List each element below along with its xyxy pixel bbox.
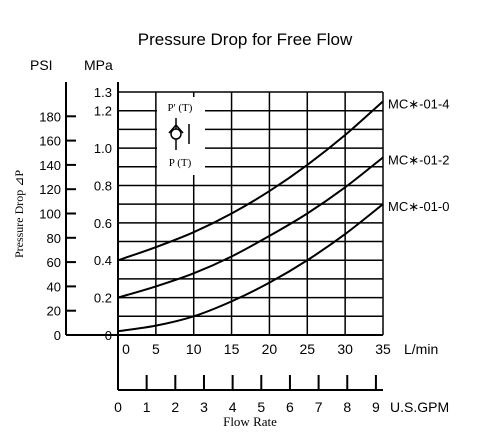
axes (65, 82, 383, 391)
psi-unit-label: PSI (30, 57, 53, 73)
valve-seat-icon (168, 123, 184, 134)
gpm-tick-label: 7 (315, 399, 323, 415)
x-axis-label: Flow Rate (223, 414, 277, 429)
psi-tick-label: 160 (39, 134, 61, 149)
mpa-tick-label: 1.2 (94, 104, 112, 119)
psi-tick-label: 40 (47, 279, 61, 294)
gpm-tick-label: 1 (143, 399, 151, 415)
chart-title: Pressure Drop for Free Flow (138, 30, 353, 49)
tick-labels: L/min U.S.GPM 1801601401201008060402001.… (39, 85, 449, 415)
psi-tick-label: 140 (39, 158, 61, 173)
y-axis-label: Pressure Drop ⊿P (12, 170, 26, 258)
grid (118, 91, 384, 335)
series-line (117, 203, 384, 333)
series-label: MC∗-01-0 (388, 199, 449, 214)
symbol-label-bottom: P (T) (169, 157, 192, 169)
gpm-tick-label: 4 (229, 399, 237, 415)
gpm-tick-label: 2 (171, 399, 179, 415)
gpm-tick-label: 8 (343, 399, 351, 415)
check-valve-ball-icon (170, 128, 182, 140)
psi-tick-label: 80 (47, 231, 61, 246)
psi-tick-label: 180 (39, 109, 61, 124)
gpm-tick-label: 3 (200, 399, 208, 415)
lmin-tick-label: 35 (375, 341, 391, 357)
lmin-tick-label: 30 (337, 341, 353, 357)
mpa-unit-label: MPa (84, 57, 113, 73)
mpa-tick-label: 0.4 (94, 253, 112, 268)
psi-tick-label: 100 (39, 207, 61, 222)
psi-tick-label: 0 (54, 328, 61, 343)
gpm-tick-label: 9 (372, 399, 380, 415)
lmin-tick-label: 20 (262, 341, 278, 357)
mpa-tick-label: 0 (105, 328, 112, 343)
series-curves (117, 100, 384, 333)
series-line (117, 156, 384, 299)
series-label: MC∗-01-2 (388, 152, 449, 167)
gpm-tick-label: 6 (286, 399, 294, 415)
psi-tick-label: 20 (47, 304, 61, 319)
symbol-label-top: P' (T) (168, 102, 193, 114)
lmin-tick-label: 15 (224, 341, 240, 357)
mpa-tick-label: 1.3 (94, 85, 112, 100)
lmin-tick-label: 25 (299, 341, 315, 357)
mpa-tick-label: 1.0 (94, 141, 112, 156)
psi-tick-label: 60 (47, 255, 61, 270)
psi-tick-label: 120 (39, 182, 61, 197)
gpm-tick-label: 5 (257, 399, 265, 415)
mpa-tick-label: 0.2 (94, 291, 112, 306)
mpa-tick-label: 0.6 (94, 216, 112, 231)
gpm-unit-label: U.S.GPM (390, 399, 449, 415)
check-valve-symbol: P' (T) P (T) (157, 97, 205, 175)
series-line (117, 100, 384, 262)
gpm-tick-label: 0 (114, 399, 122, 415)
lmin-tick-label: 5 (152, 341, 160, 357)
lmin-tick-label: 0 (122, 341, 130, 357)
lmin-tick-label: 10 (186, 341, 202, 357)
mpa-tick-label: 0.8 (94, 178, 112, 193)
lmin-unit-label: L/min (404, 341, 438, 357)
series-label: MC∗-01-4 (388, 96, 449, 111)
